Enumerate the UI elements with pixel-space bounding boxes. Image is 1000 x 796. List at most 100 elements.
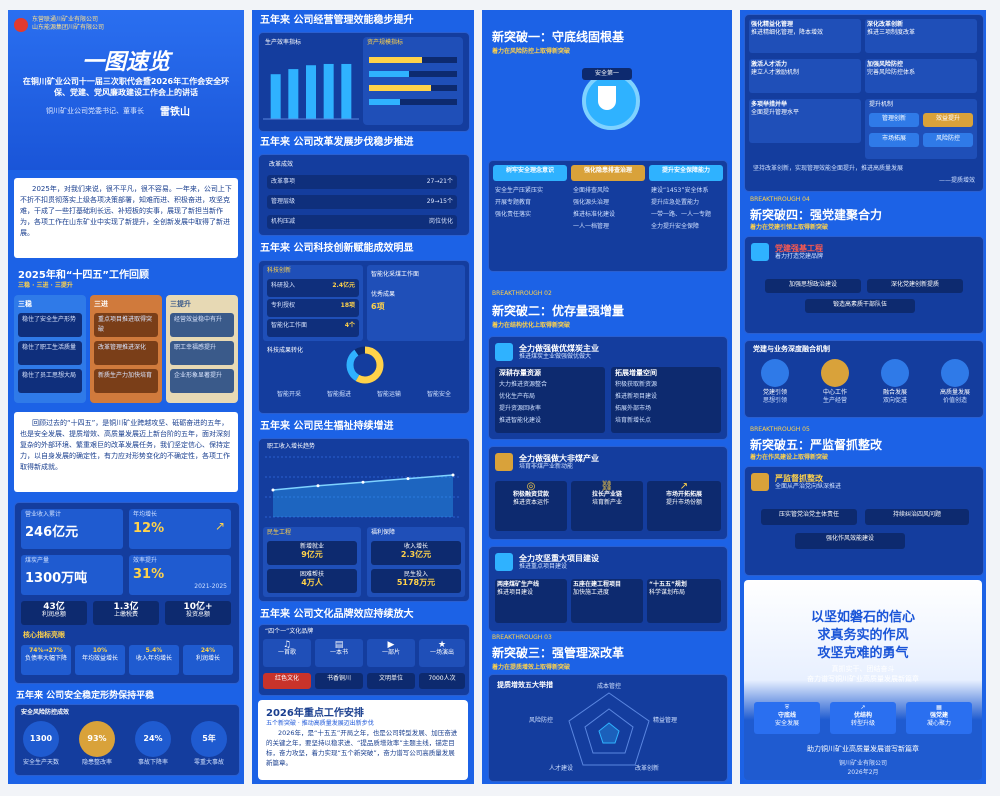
core-label: 利润增长 xyxy=(195,655,220,662)
safety-title: 五年来 公司安全稳定形势保持平稳 xyxy=(16,691,155,701)
progress-fill xyxy=(369,85,431,91)
tech-left: 科技创新 科研投入 2.4亿元 专利授权 18项 智能化工作面 4个 xyxy=(263,265,363,341)
chart-icon: ↗ xyxy=(679,481,689,492)
party-item: 加强思想政治建设 xyxy=(765,279,861,293)
tab-label-2: 三进 xyxy=(94,300,108,308)
breakthrough-tag: BREAKTHROUGH 03 xyxy=(492,634,552,641)
tab-item: 稳住了职工生活质量 xyxy=(18,341,82,365)
logo-icon xyxy=(14,18,28,32)
ending-line: 求真务实的作风 xyxy=(817,628,909,643)
welfare-right: 福利保障 收入增长 2.3亿元 民生投入 5178万元 xyxy=(367,527,465,597)
data-point xyxy=(361,480,365,484)
chip-value: 5178万元 xyxy=(396,578,436,587)
ending-date: 2026年2月 xyxy=(847,769,879,776)
breakthrough-title: 新突破三：强管理深改革 xyxy=(492,646,625,660)
breakthrough-subtitle: 着力在提质增效上取得新突破 xyxy=(492,664,571,671)
tab-card-3: 三提升 经营效益稳中有升 职工幸福感提升 企业形象显著提升 xyxy=(166,295,238,403)
safety-panel: 安全风险防控成效 1300 安全生产天数 93% 隐患整改率 24% 事故下降率… xyxy=(14,704,240,776)
company-name-2: 山东能源集团川矿有限公司 xyxy=(32,24,105,31)
breakthrough-subtitle: 着力在党建引领上取得新突破 xyxy=(750,224,829,231)
col-item: 强化源头治理 xyxy=(573,199,610,206)
culture-tag: 红色文化 xyxy=(263,673,311,689)
tab-item: 经营效益稳中有升 xyxy=(170,313,234,337)
reform-row: 机构压减 岗位优化 xyxy=(267,215,457,229)
culture-tag: 文明单位 xyxy=(367,673,415,689)
row-value: 27→21个 xyxy=(426,178,453,185)
breakthrough-title: 新突破一：守底线固根基 xyxy=(492,30,625,44)
inspect-icon xyxy=(751,473,769,491)
section-title: 五年来 公司科技创新赋能成效明显 xyxy=(260,243,414,254)
data-point xyxy=(271,488,275,492)
progress-track xyxy=(369,85,457,91)
ending-icon-desc: 安全发展 xyxy=(774,720,799,727)
stat-value: 12% xyxy=(133,521,165,536)
plan-subtitle: 五个新突破 · 推动高质量发展迈出新步伐 xyxy=(266,720,374,727)
chart-icon: ↗ xyxy=(214,519,225,533)
safety-col: 提升安全保障能力 建设“1453”安全体系 提升应急处置能力 一带一路、一人一专… xyxy=(649,165,723,265)
stat-rate: 效率提升 31% 2021-2025 xyxy=(129,555,231,595)
safety-value: 24% xyxy=(135,721,171,757)
tech-icon-label: 智能运输 xyxy=(376,391,401,398)
film-icon: ▶ xyxy=(387,640,395,650)
asset-panel: 资产规模指标 xyxy=(363,37,463,125)
mgmt-note: 坚持改革创新，实现管理效能全面提升，推进高质量发展 xyxy=(753,165,904,172)
panel-label: 福利保障 xyxy=(371,529,396,536)
party-panel: 党建强基工程 着力打造党建品牌 加强思想政治建设 深化党建创新提质 锻造高素质干… xyxy=(744,236,984,334)
tab-item: 职工幸福感提升 xyxy=(170,341,234,365)
ending-icon-desc: 凝心聚力 xyxy=(926,720,951,727)
card-title: 深化改革创新 xyxy=(867,21,904,28)
col-item: 一人一档管理 xyxy=(573,223,610,230)
company-name: 东营联通川矿业有限公司 xyxy=(32,16,99,23)
panel-label: 科技创新 xyxy=(267,267,292,274)
panel-sub: 全面从严治党向纵深推进 xyxy=(775,483,842,490)
safety-label: 零重大事故 xyxy=(193,759,224,766)
kpi-value: 10亿+ xyxy=(183,602,213,612)
radar-chart xyxy=(568,692,650,766)
col-item: 安全生产压紧压实 xyxy=(495,187,544,194)
row-value: 29→15个 xyxy=(426,198,453,205)
panel-label: 改革成效 xyxy=(269,161,294,168)
row-label: 科研投入 xyxy=(271,282,296,289)
tech-icon-label: 智能开采 xyxy=(276,391,301,398)
card-desc: 科学谋划布局 xyxy=(649,589,686,596)
card-title: 加强风险防控 xyxy=(867,61,904,68)
coal-right: 拓展增量空间 积极获取新资源 推进新项目建设 拓展外部市场 培育新增长点 xyxy=(611,367,721,433)
reform-row: 改革事项 27→21个 xyxy=(267,175,457,189)
chip-value: 2.3亿元 xyxy=(400,550,432,559)
progress-fill xyxy=(369,57,422,63)
mechanism-chip: 市场拓展 xyxy=(869,133,919,147)
section-title: 五年来 公司经营管理效能稳步提升 xyxy=(260,15,414,26)
card-desc: 提升市场份额 xyxy=(665,499,702,506)
row-label: 智能化工作面 xyxy=(271,322,308,329)
kpi-2: 1.3亿 上缴税费 xyxy=(93,601,159,625)
row-value: 岗位优化 xyxy=(428,218,453,225)
panel-title: 全力做强做大非煤产业 xyxy=(519,454,599,463)
plan-title: 2026年重点工作安排 xyxy=(266,708,364,719)
kpi-label: 上缴税费 xyxy=(113,611,138,618)
coal-left: 深耕存量资源 大力推进资源整合 优化生产布局 提升资源回收率 推进智能化建设 xyxy=(495,367,605,433)
tab-item: 稳住了安全生产形势 xyxy=(18,313,82,337)
safety-col: 强化隐患排查治理 全面排查风险 强化源头治理 推进标准化建设 一人一档管理 xyxy=(571,165,645,265)
ending-org: 铜川矿业有限公司 xyxy=(838,760,887,767)
row-label: 机构压减 xyxy=(271,218,296,225)
panel-sub: 推进重点项目建设 xyxy=(519,563,568,570)
stat-value: 246亿元 xyxy=(25,525,79,540)
panel-title: 党建强基工程 xyxy=(775,244,823,253)
flow-desc: 思想引领 xyxy=(762,397,787,404)
flow-node-icon xyxy=(941,359,969,387)
flow-desc: 双向促进 xyxy=(882,397,907,404)
chip-value: 9亿元 xyxy=(301,550,323,559)
panel-title: 严监督抓整改 xyxy=(775,474,823,483)
col-item: 强化责任落实 xyxy=(495,211,532,218)
flag-icon xyxy=(751,243,769,261)
kpi-3: 10亿+ 投资总额 xyxy=(165,601,231,625)
card-title: 强化精益化管理 xyxy=(751,21,794,28)
chart-title: 职工收入增长趋势 xyxy=(267,443,316,450)
core-4: 24% 利润增长 xyxy=(183,645,233,675)
section-title: 五年来 公司改革发展步伐稳步推进 xyxy=(260,137,414,148)
bar xyxy=(288,69,299,119)
panel-label: 智能化采煤工作面 xyxy=(371,271,420,278)
col-item: 建设“1453”安全体系 xyxy=(651,187,709,194)
review-title: 2025年和“十四五”工作回顾 xyxy=(18,270,149,281)
panel-sub: 推进煤炭主业做强做优做大 xyxy=(519,353,592,360)
